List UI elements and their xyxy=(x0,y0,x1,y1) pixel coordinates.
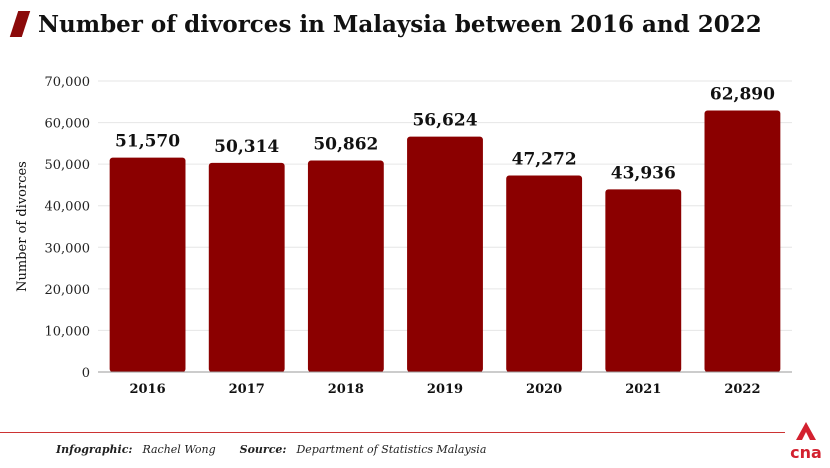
bar xyxy=(704,110,781,373)
footer-credits: Infographic: Rachel Wong Source: Department… xyxy=(56,443,510,456)
bar-value-label: 56,624 xyxy=(412,111,477,131)
bar-value-label: 50,862 xyxy=(313,135,378,155)
y-tick-label: 40,000 xyxy=(45,200,91,215)
y-axis-title: Number of divorces xyxy=(15,161,30,292)
logo-text: cna xyxy=(790,443,822,462)
x-tick-label: 2018 xyxy=(328,382,364,397)
source-value: Department of Statistics Malaysia xyxy=(296,443,487,456)
bar xyxy=(208,162,285,372)
bar-value-label: 43,936 xyxy=(611,163,676,183)
y-tick-label: 10,000 xyxy=(45,324,91,339)
x-tick-label: 2019 xyxy=(427,382,463,397)
bar xyxy=(605,189,682,372)
x-tick-label: 2022 xyxy=(724,382,760,397)
y-tick-label: 70,000 xyxy=(45,75,91,90)
x-tick-label: 2017 xyxy=(229,382,265,397)
source-label: Source: xyxy=(239,443,287,456)
chart-title: Number of divorces in Malaysia between 2… xyxy=(38,10,762,38)
infographic-label: Infographic: xyxy=(56,443,133,456)
cna-logo-icon: cna xyxy=(790,422,822,462)
bar-value-label: 62,890 xyxy=(710,85,775,105)
x-tick-label: 2021 xyxy=(625,382,661,397)
x-tick-label: 2020 xyxy=(526,382,562,397)
y-tick-label: 30,000 xyxy=(45,241,91,256)
x-tick-label: 2016 xyxy=(129,382,165,397)
bar xyxy=(407,136,483,372)
bar xyxy=(109,157,186,372)
y-tick-label: 50,000 xyxy=(45,158,91,173)
y-tick-label: 20,000 xyxy=(45,283,91,298)
infographic-author: Rachel Wong xyxy=(142,443,216,456)
footer-divider xyxy=(0,432,785,433)
title-bar: Number of divorces in Malaysia between 2… xyxy=(8,4,762,44)
bar-chart: 0 10,000 20,000 30,000 40,000 50,000 60,000 70,… xyxy=(15,75,792,397)
y-tick-label: 60,000 xyxy=(45,117,91,132)
y-tick-label: 0 xyxy=(82,366,90,381)
bar-value-label: 47,272 xyxy=(512,149,577,169)
bar-value-label: 51,570 xyxy=(115,132,180,152)
bar-value-label: 50,314 xyxy=(214,137,279,157)
bar xyxy=(506,175,583,372)
bar xyxy=(307,160,384,372)
